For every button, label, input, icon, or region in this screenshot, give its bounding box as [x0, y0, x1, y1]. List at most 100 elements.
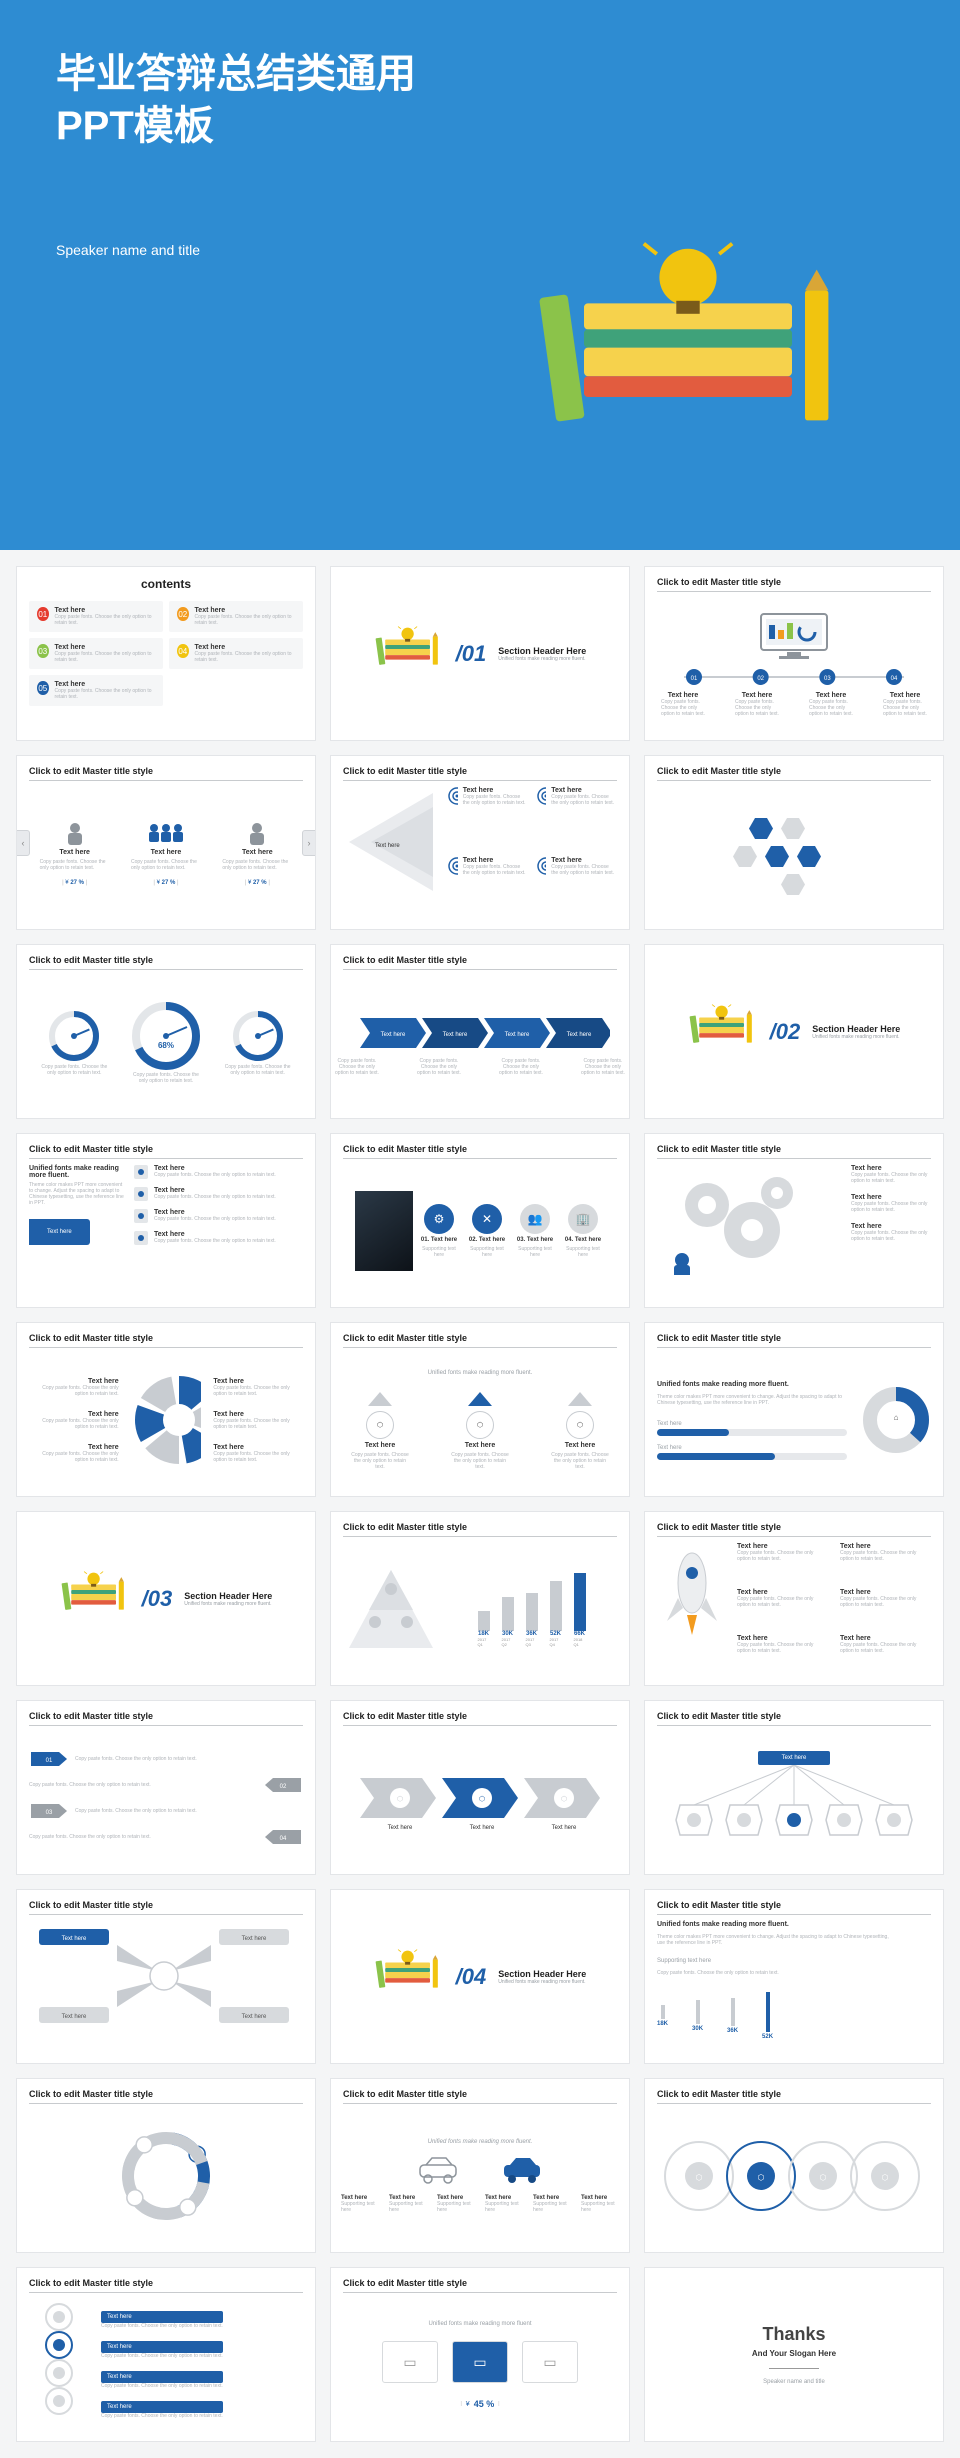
slide-stacked-circles: Click to edit Master title style Text he… — [16, 2267, 316, 2442]
unified-heading: Unified fonts make reading more fluent. — [29, 1165, 124, 1179]
slide-contents: contents 01 Text here Copy paste fonts. … — [16, 566, 316, 741]
people-icon — [51, 820, 99, 846]
slide-title: Click to edit Master title style — [343, 1711, 617, 1726]
timeline-step: Text here Copy paste fonts. Choose the o… — [661, 692, 705, 717]
car-text-item: Text here Supporting text here — [389, 2195, 427, 2213]
quad-graphic: Text here Text here Text here Text here — [29, 1921, 303, 2031]
slide-title: Click to edit Master title style — [657, 1333, 931, 1348]
svg-text:⬡: ⬡ — [397, 1795, 403, 1803]
svg-text:04: 04 — [891, 676, 898, 682]
card-box: ▭ — [522, 2341, 578, 2383]
section-sub: Unified fonts make reading more fluent. — [498, 1979, 586, 1985]
cycle-graphic — [106, 2121, 226, 2231]
monitor-icon — [749, 612, 839, 662]
target-item: Text here Copy paste fonts. Choose the o… — [537, 857, 618, 919]
stacked-text-item: Text here Copy paste fonts. Choose the o… — [101, 2341, 223, 2359]
svg-text:Text here: Text here — [388, 1825, 413, 1831]
ribbon-label: Copy paste fonts. Choose the only option… — [414, 1058, 464, 1076]
progress-bar: Text here — [657, 1420, 847, 1436]
cover-title: 毕业答辩总结类通用 PPT模板 — [56, 48, 904, 152]
nav-next-icon[interactable]: › — [302, 830, 316, 856]
contents-card[interactable]: 05 Text here Copy paste fonts. Choose th… — [29, 675, 163, 706]
circle-row: ⚙ 01. Text here Supporting text here ✕ 0… — [417, 1204, 605, 1258]
svg-text:Text here: Text here — [443, 1032, 468, 1038]
ribbon-labels: Copy paste fonts. Choose the only option… — [332, 1058, 628, 1076]
slide-title: Click to edit Master title style — [29, 955, 303, 970]
slide-cycle-ring: Click to edit Master title style — [16, 2078, 316, 2253]
section-number: /03 — [142, 1586, 173, 1612]
harrow-row: 03 Copy paste fonts. Choose the only opt… — [29, 1802, 303, 1820]
slide-gauges: Click to edit Master title style Copy pa… — [16, 944, 316, 1119]
card-label: Text here — [195, 644, 295, 651]
svg-text:Text here: Text here — [62, 2014, 87, 2020]
unified-sub: Theme color makes PPT more convenient to… — [29, 1182, 124, 1206]
hex-item — [765, 846, 789, 867]
people-icon — [233, 820, 281, 846]
contents-card[interactable]: 02 Text here Copy paste fonts. Choose th… — [169, 601, 303, 632]
timeline-step: Text here Copy paste fonts. Choose the o… — [809, 692, 853, 717]
gauge-item: Copy paste fonts. Choose the only option… — [223, 1008, 293, 1076]
list-row: Text here Copy paste fonts. Choose the o… — [134, 1231, 303, 1245]
unified-line: Unified fonts make reading more fluent — [428, 2321, 531, 2327]
unified-sub: Theme color makes PPT more convenient to… — [657, 1934, 897, 1946]
svg-text:03: 03 — [824, 676, 831, 682]
cover-illustration — [532, 241, 870, 480]
section-header: Section Header Here — [498, 1969, 586, 1979]
bar-label: 52K 2017 Q4 — [550, 1631, 562, 1647]
chevron-graphic: ⬡ Text here ⬡ Text here ⬡ Text here — [350, 1763, 610, 1833]
pyramid-graphic — [343, 1564, 438, 1654]
section-number: /02 — [770, 1019, 801, 1045]
car-text-item: Text here Supporting text here — [485, 2195, 523, 2213]
card-label: Text here — [55, 607, 155, 614]
divider — [769, 2368, 819, 2369]
tab-button[interactable]: Text here — [29, 1219, 90, 1245]
stacked-text-item: Text here Copy paste fonts. Choose the o… — [101, 2371, 223, 2389]
people-column: Text here Copy paste fonts. Choose the o… — [131, 787, 201, 919]
slide-tab-list: Click to edit Master title style Unified… — [16, 1133, 316, 1308]
slide-title: Click to edit Master title style — [343, 1333, 617, 1348]
svg-text:⬡: ⬡ — [561, 1795, 567, 1803]
aperture-graphic — [131, 1372, 202, 1468]
section-sub: Unified fonts make reading more fluent. — [498, 656, 586, 662]
slide-title: Click to edit Master title style — [29, 766, 303, 781]
ribbon-label: Copy paste fonts. Choose the only option… — [332, 1058, 382, 1076]
slide-hexagons: Click to edit Master title style — [644, 755, 944, 930]
target-item: Text here Copy paste fonts. Choose the o… — [537, 787, 618, 849]
contents-card[interactable]: 01 Text here Copy paste fonts. Choose th… — [29, 601, 163, 632]
harrow-row: 04 Copy paste fonts. Choose the only opt… — [29, 1828, 303, 1846]
card-icon: 02 — [177, 607, 189, 621]
slide-big-circles: Click to edit Master title style ⬡ ⬡ ⬡ ⬡ — [644, 2078, 944, 2253]
svg-text:Text here: Text here — [552, 1825, 577, 1831]
mini-bar: 18K — [657, 1992, 668, 2040]
slide-photo-circles: Click to edit Master title style ⚙ 01. T… — [330, 1133, 630, 1308]
contents-card[interactable]: 03 Text here Copy paste fonts. Choose th… — [29, 638, 163, 669]
svg-text:02: 02 — [280, 1784, 287, 1790]
rocket-text-grid: Text here Copy paste fonts. Choose the o… — [737, 1543, 931, 1675]
unified-sub: Theme color makes PPT more convenient to… — [657, 1394, 847, 1406]
slide-title: Click to edit Master title style — [29, 2278, 303, 2293]
car-icon — [416, 2155, 460, 2185]
unified-heading: Unified fonts make reading more fluent. — [657, 1921, 931, 1928]
harrow-row: 01 Copy paste fonts. Choose the only opt… — [29, 1750, 303, 1768]
timeline-step: Text here Copy paste fonts. Choose the o… — [883, 692, 927, 717]
books-icon — [60, 1571, 130, 1626]
gauge-item: 68% Copy paste fonts. Choose the only op… — [130, 1000, 202, 1084]
slide-pyramid-bars: Click to edit Master title style 18K 201… — [330, 1511, 630, 1686]
list-row: Text here Copy paste fonts. Choose the o… — [134, 1187, 303, 1201]
hex-cluster — [709, 808, 879, 898]
slide-harrow-list: Click to edit Master title style 01 Copy… — [16, 1700, 316, 1875]
slide-title: Click to edit Master title style — [657, 1900, 931, 1915]
contents-card[interactable]: 04 Text here Copy paste fonts. Choose th… — [169, 638, 303, 669]
slide-title: Click to edit Master title style — [657, 1711, 931, 1726]
target-item: Text here Copy paste fonts. Choose the o… — [448, 787, 529, 849]
aperture-left-labels: Text here Copy paste fonts. Choose the o… — [29, 1378, 119, 1463]
gauges-row: Copy paste fonts. Choose the only option… — [29, 976, 303, 1108]
target-icon — [537, 857, 547, 875]
text-row: Text here Copy paste fonts. Choose the o… — [851, 1223, 931, 1242]
slide-title: Click to edit Master title style — [343, 955, 617, 970]
card-desc: Copy paste fonts. Choose the only option… — [55, 688, 155, 700]
nav-prev-icon[interactable]: ‹ — [16, 830, 30, 856]
svg-text:⬡: ⬡ — [758, 2173, 765, 2182]
slide-progress-donut: Click to edit Master title style Unified… — [644, 1322, 944, 1497]
svg-text:68%: 68% — [158, 1041, 174, 1050]
